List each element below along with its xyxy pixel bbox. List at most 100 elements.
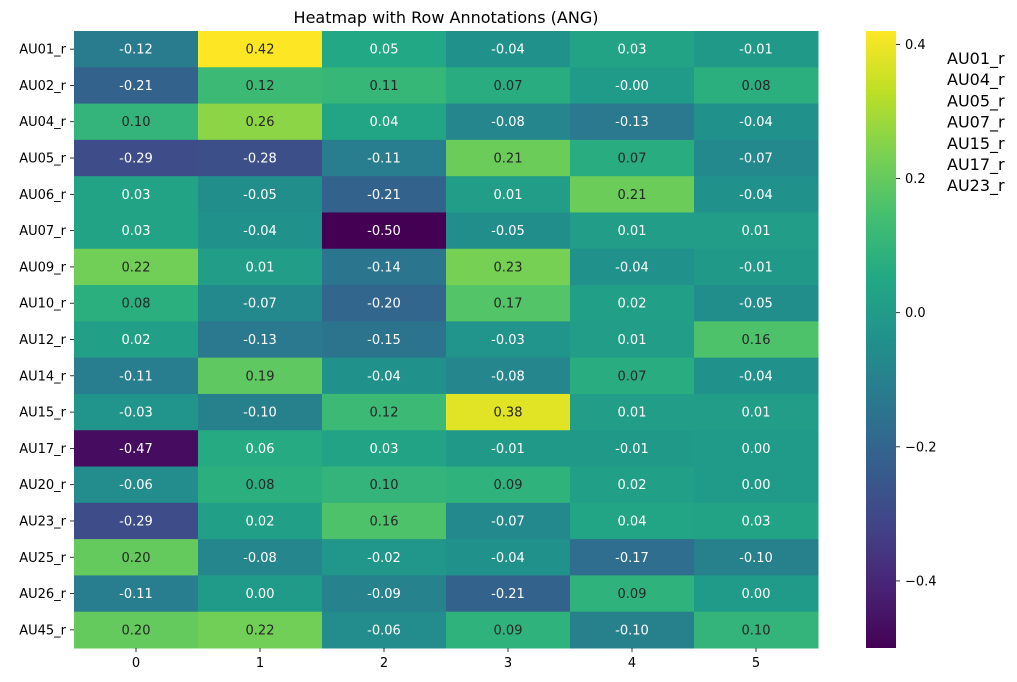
cell-label-r6-c5: -0.01	[739, 260, 773, 275]
cell-label-r16-c4: -0.10	[615, 623, 649, 638]
cell-label-r6-c4: -0.04	[615, 260, 649, 275]
cell-label-r1-c5: 0.08	[742, 79, 771, 94]
cell-label-r5-c5: 0.01	[742, 224, 771, 239]
cell-label-r13-c1: 0.02	[246, 514, 275, 529]
cell-label-r8-c0: 0.02	[122, 333, 151, 348]
x-tick-label-3: 3	[504, 656, 512, 671]
heatmap-cell-r5-c1	[198, 212, 323, 250]
heatmap-cell-r3-c2	[322, 139, 447, 177]
cell-label-r12-c1: 0.08	[246, 478, 275, 493]
heatmap-cell-r13-c2	[322, 502, 447, 540]
cell-label-r14-c4: -0.17	[615, 551, 649, 566]
cell-label-r12-c3: 0.09	[494, 478, 523, 493]
heatmap-cell-r1-c0	[74, 67, 199, 105]
row-annotation-6: AU23_r	[947, 176, 1005, 196]
cell-label-r10-c2: 0.12	[370, 406, 399, 421]
heatmap-cell-r0-c4	[570, 31, 695, 68]
cell-label-r9-c0: -0.11	[119, 369, 153, 384]
heatmap-cell-r9-c3	[446, 357, 571, 395]
heatmap-cell-r7-c5	[694, 285, 819, 322]
heatmap-cell-r9-c5	[694, 357, 819, 395]
cell-label-r11-c2: 0.03	[370, 442, 399, 457]
cell-label-r9-c4: 0.07	[618, 369, 647, 384]
heatmap-cell-r0-c2	[322, 31, 447, 68]
y-tick-label-1: AU02_r	[19, 79, 66, 94]
heatmap-cell-r7-c3	[446, 285, 571, 322]
heatmap-cell-r14-c2	[322, 539, 447, 576]
cell-label-r6-c3: 0.23	[494, 260, 523, 275]
cell-label-r13-c4: 0.04	[618, 514, 647, 529]
row-annotations-list: AU01_rAU04_rAU05_rAU07_rAU15_rAU17_rAU23…	[947, 49, 1005, 196]
colorbar-tick-label-4: 0.4	[905, 38, 926, 53]
heatmap-cell-r14-c1	[198, 539, 323, 576]
y-tick-label-14: AU25_r	[19, 551, 66, 566]
cell-label-r16-c5: 0.10	[742, 623, 771, 638]
heatmap-cell-r5-c2	[322, 212, 447, 250]
cell-label-r10-c5: 0.01	[742, 406, 771, 421]
cell-label-r10-c3: 0.38	[494, 406, 523, 421]
cell-label-r15-c2: -0.09	[367, 587, 401, 602]
y-tick-label-11: AU17_r	[19, 442, 66, 457]
heatmap-cell-r2-c5	[694, 103, 819, 141]
heatmap-cell-r10-c3	[446, 393, 571, 431]
heatmap-cell-r2-c4	[570, 103, 695, 141]
heatmap-cell-r3-c0	[74, 139, 199, 177]
cell-label-r13-c0: -0.29	[119, 514, 153, 529]
chart-title: Heatmap with Row Annotations (ANG)	[294, 8, 599, 27]
cell-label-r0-c5: -0.01	[739, 43, 773, 58]
cell-label-r2-c5: -0.04	[739, 115, 773, 130]
heatmap-cell-r0-c1	[198, 31, 323, 68]
cell-label-r16-c2: -0.06	[367, 623, 401, 638]
cell-label-r1-c1: 0.12	[246, 79, 275, 94]
heatmap-cell-r7-c4	[570, 285, 695, 322]
heatmap-cell-r8-c2	[322, 321, 447, 359]
cell-label-r0-c3: -0.04	[491, 43, 525, 58]
heatmap-cell-r12-c0	[74, 466, 199, 504]
x-tick-label-0: 0	[132, 656, 140, 671]
cell-label-r13-c3: -0.07	[491, 514, 525, 529]
row-annotation-5: AU17_r	[947, 155, 1005, 175]
heatmap-cell-r4-c1	[198, 176, 323, 213]
cell-label-r16-c3: 0.09	[494, 623, 523, 638]
cell-label-r0-c0: -0.12	[119, 43, 153, 58]
cell-label-r8-c4: 0.01	[618, 333, 647, 348]
cell-label-r13-c5: 0.03	[742, 514, 771, 529]
heatmap-cell-r9-c0	[74, 357, 199, 395]
heatmap-cell-r15-c5	[694, 575, 819, 613]
cell-label-r14-c3: -0.04	[491, 551, 525, 566]
cell-label-r13-c2: 0.16	[370, 514, 399, 529]
row-annotation-3: AU07_r	[947, 113, 1005, 133]
heatmap-cell-r15-c3	[446, 575, 571, 613]
heatmap-cell-r6-c0	[74, 248, 199, 286]
heatmap-cell-r5-c3	[446, 212, 571, 250]
heatmap-cell-r15-c2	[322, 575, 447, 613]
heatmap-cell-r3-c4	[570, 139, 695, 177]
heatmap-cell-r7-c2	[322, 285, 447, 322]
colorbar: −0.4 −0.2 0.0 0.2 0.4	[866, 31, 937, 648]
heatmap-cell-r8-c4	[570, 321, 695, 359]
x-tick-label-5: 5	[752, 656, 760, 671]
cell-label-r3-c4: 0.07	[618, 152, 647, 167]
cell-label-r4-c0: 0.03	[122, 188, 151, 203]
heatmap-cell-r3-c3	[446, 139, 571, 177]
colorbar-tick-label-1: −0.2	[905, 440, 937, 455]
cell-label-r10-c4: 0.01	[618, 406, 647, 421]
heatmap-cell-r2-c3	[446, 103, 571, 141]
heatmap-cell-r7-c0	[74, 285, 199, 322]
heatmap-cell-r11-c1	[198, 430, 323, 468]
heatmap-cell-r6-c2	[322, 248, 447, 286]
cell-label-r11-c5: 0.00	[742, 442, 771, 457]
cell-label-r10-c0: -0.03	[119, 406, 153, 421]
cell-label-r3-c2: -0.11	[367, 152, 401, 167]
heatmap-cell-r15-c0	[74, 575, 199, 613]
y-tick-label-0: AU01_r	[19, 43, 66, 58]
cell-label-r3-c5: -0.07	[739, 152, 773, 167]
heatmap-cell-r13-c4	[570, 502, 695, 540]
heatmap-cell-r15-c1	[198, 575, 323, 613]
row-annotation-4: AU15_r	[947, 134, 1005, 154]
heatmap-cell-r0-c0	[74, 31, 199, 68]
y-tick-label-10: AU15_r	[19, 406, 66, 421]
cell-label-r12-c2: 0.10	[370, 478, 399, 493]
cell-label-r1-c0: -0.21	[119, 79, 153, 94]
heatmap-cell-r11-c4	[570, 430, 695, 468]
